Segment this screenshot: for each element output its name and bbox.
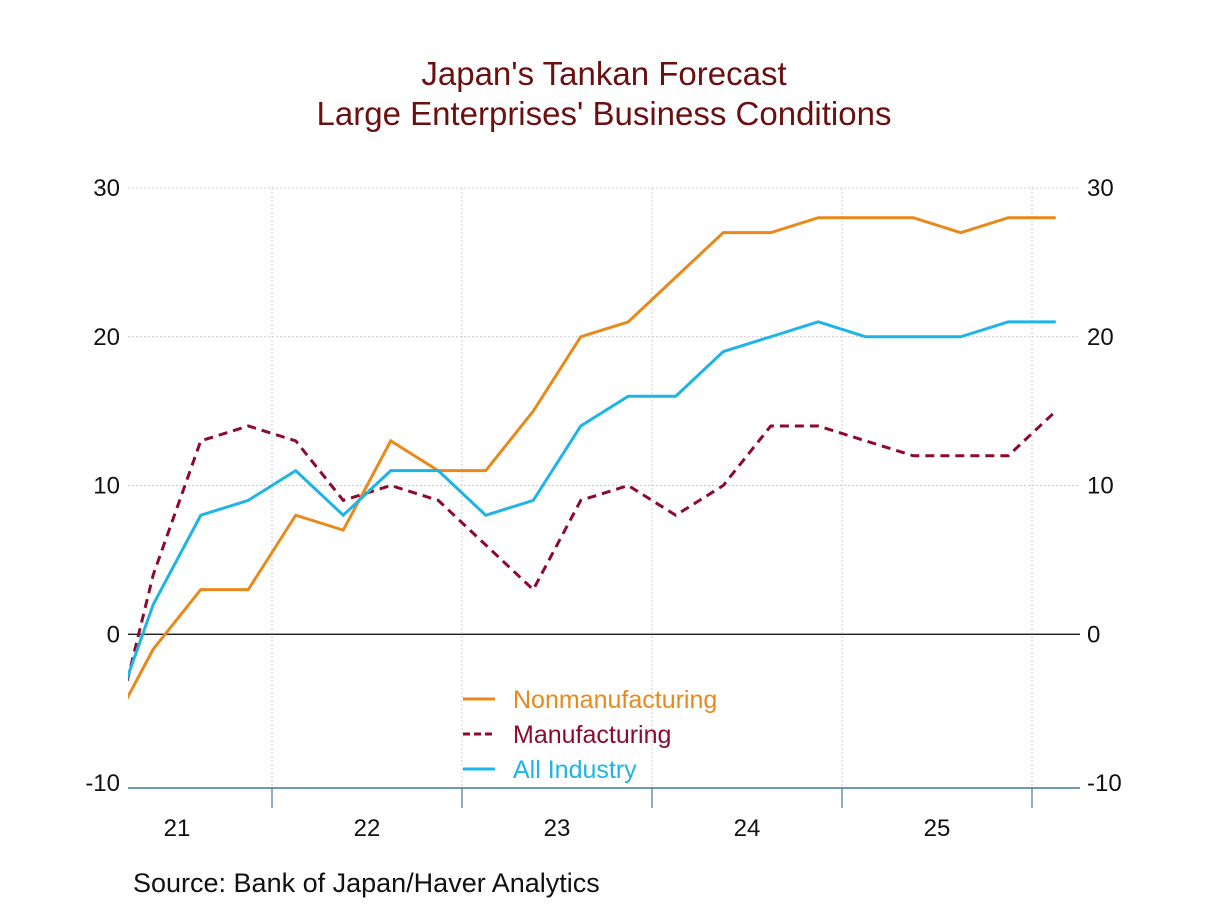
x-tick-label: 23 [544, 815, 571, 842]
y-tick-label-right: 0 [1087, 621, 1100, 648]
y-tick-label-left: 20 [93, 324, 120, 351]
y-tick-label-left: -10 [85, 770, 120, 797]
y-tick-label-right: 10 [1087, 473, 1114, 500]
legend-label: Manufacturing [513, 721, 671, 749]
x-tick-label: 25 [924, 815, 951, 842]
source-note: Source: Bank of Japan/Haver Analytics [133, 868, 600, 898]
chart-title: Japan's Tankan Forecast [421, 55, 787, 92]
series-line-nonmanufacturing [128, 216, 1056, 700]
x-tick-label: 22 [354, 815, 381, 842]
y-tick-label-left: 0 [107, 621, 120, 648]
x-tick-label: 21 [164, 815, 191, 842]
y-tick-label-left: 10 [93, 473, 120, 500]
chart-subtitle: Large Enterprises' Business Conditions [316, 95, 892, 132]
y-tick-label-right: 30 [1087, 175, 1114, 202]
y-tick-label-right: 20 [1087, 324, 1114, 351]
y-tick-label-left: 30 [93, 175, 120, 202]
y-tick-label-right: -10 [1087, 770, 1122, 797]
legend-label: Nonmanufacturing [513, 686, 717, 714]
series-line-all-industry [128, 320, 1056, 681]
legend-label: All Industry [513, 756, 637, 784]
x-tick-label: 24 [734, 815, 761, 842]
series-line-manufacturing [128, 410, 1057, 684]
